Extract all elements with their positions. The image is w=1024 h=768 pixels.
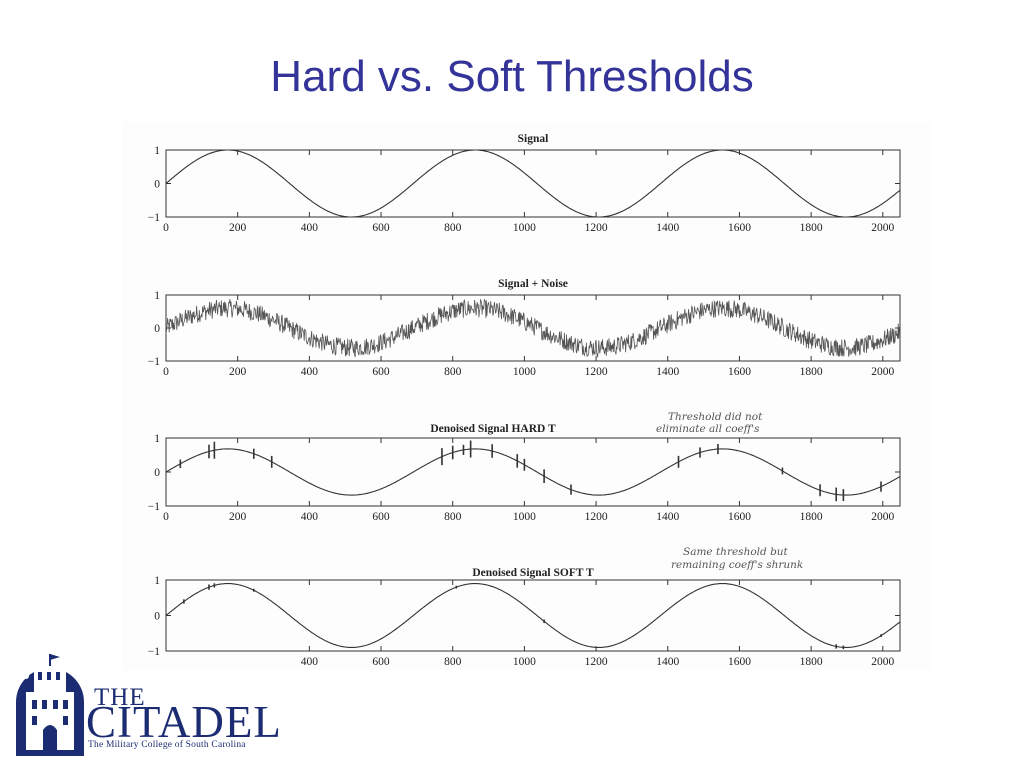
y-tick-label: 0 xyxy=(154,611,160,623)
series-line xyxy=(165,583,901,648)
y-tick-label: 1 xyxy=(154,290,160,302)
series-line xyxy=(165,298,901,358)
plot-title: Signal xyxy=(518,133,549,145)
x-tick-label: 1800 xyxy=(800,222,823,234)
plot-frame xyxy=(165,579,901,652)
x-tick-label: 1000 xyxy=(513,366,536,378)
x-tick-label: 1400 xyxy=(656,511,679,523)
x-tick-label: 400 xyxy=(301,222,319,234)
x-tick-label: 400 xyxy=(301,511,319,523)
x-tick-label: 800 xyxy=(444,222,462,234)
y-tick-label: 1 xyxy=(154,145,160,157)
plot-title: Signal + Noise xyxy=(498,278,568,290)
logo-text-the: THE xyxy=(94,684,146,711)
scanned-figure-background xyxy=(122,122,932,670)
x-tick-label: 800 xyxy=(444,656,462,668)
x-tick-label: 2000 xyxy=(871,366,894,378)
series-line xyxy=(165,149,901,218)
x-tick-label: 1400 xyxy=(656,656,679,668)
handwritten-annotation: Threshold did not xyxy=(668,411,763,423)
y-tick-label: 1 xyxy=(154,433,160,445)
x-tick-label: 600 xyxy=(372,222,390,234)
x-tick-label: 0 xyxy=(163,366,169,378)
handwritten-annotation: Same threshold but xyxy=(683,546,789,558)
x-tick-label: 1600 xyxy=(728,222,751,234)
slide-title: Hard vs. Soft Thresholds xyxy=(270,52,754,101)
x-tick-label: 0 xyxy=(163,511,169,523)
series-line xyxy=(165,448,901,496)
x-tick-label: 200 xyxy=(229,222,247,234)
x-tick-label: 1200 xyxy=(585,511,608,523)
x-tick-label: 0 xyxy=(163,222,169,234)
x-tick-label: 1200 xyxy=(585,656,608,668)
x-tick-label: 1000 xyxy=(513,656,536,668)
x-tick-label: 200 xyxy=(229,511,247,523)
x-tick-label: 1200 xyxy=(585,222,608,234)
x-tick-label: 1000 xyxy=(513,222,536,234)
y-tick-label: 0 xyxy=(154,467,160,479)
y-tick-label: −1 xyxy=(148,646,160,658)
x-tick-label: 600 xyxy=(372,656,390,668)
logo-text-citadel: CITADEL xyxy=(86,697,282,747)
y-tick-label: 0 xyxy=(154,179,160,191)
plot-frame xyxy=(165,149,901,218)
x-tick-label: 2000 xyxy=(871,222,894,234)
x-tick-label: 1800 xyxy=(800,366,823,378)
x-tick-label: 1200 xyxy=(585,366,608,378)
handwritten-annotation: eliminate all coeff's xyxy=(656,423,760,435)
citadel-logo-emblem xyxy=(16,654,84,756)
y-tick-label: −1 xyxy=(148,356,160,368)
x-tick-label: 2000 xyxy=(871,511,894,523)
x-tick-label: 1600 xyxy=(728,656,751,668)
y-tick-label: 1 xyxy=(154,575,160,587)
x-tick-label: 600 xyxy=(372,366,390,378)
x-tick-label: 400 xyxy=(301,656,319,668)
x-tick-label: 1800 xyxy=(800,656,823,668)
x-tick-label: 400 xyxy=(301,366,319,378)
y-tick-label: −1 xyxy=(148,212,160,224)
x-tick-label: 800 xyxy=(444,366,462,378)
x-tick-label: 2000 xyxy=(871,656,894,668)
handwritten-annotation: remaining coeff's shrunk xyxy=(671,559,803,571)
x-tick-label: 1400 xyxy=(656,222,679,234)
x-tick-label: 200 xyxy=(229,366,247,378)
x-tick-label: 1000 xyxy=(513,511,536,523)
x-tick-label: 1400 xyxy=(656,366,679,378)
x-tick-label: 1800 xyxy=(800,511,823,523)
x-tick-label: 1600 xyxy=(728,511,751,523)
x-tick-label: 600 xyxy=(372,511,390,523)
x-tick-label: 1600 xyxy=(728,366,751,378)
plot-title: Denoised Signal HARD T xyxy=(430,423,556,435)
logo-tagline: The Military College of South Carolina xyxy=(88,740,246,750)
plot-frame xyxy=(165,437,901,507)
y-tick-label: 0 xyxy=(154,323,160,335)
plot-title: Denoised Signal SOFT T xyxy=(472,567,594,579)
x-tick-label: 800 xyxy=(444,511,462,523)
y-tick-label: −1 xyxy=(148,501,160,513)
